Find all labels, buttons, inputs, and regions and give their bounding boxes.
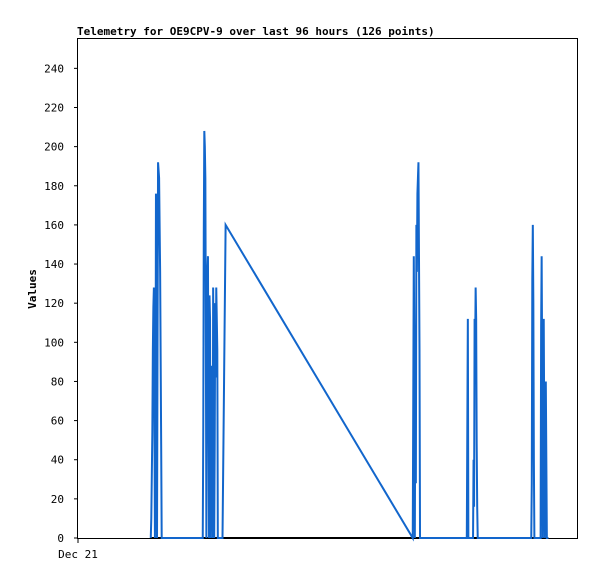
y-tick-label: 80 <box>51 375 64 388</box>
y-tick-label: 160 <box>44 219 64 232</box>
x-tick-label: Dec 21 <box>58 548 98 561</box>
y-tick-label: 180 <box>44 180 64 193</box>
series-layer <box>149 130 549 542</box>
y-tick-label: 240 <box>44 62 64 75</box>
y-tick-label: 40 <box>51 454 64 467</box>
y-tick-label: 60 <box>51 415 64 428</box>
y-tick-label: 20 <box>51 493 64 506</box>
y-tick-label: 220 <box>44 101 64 114</box>
series-line <box>149 130 549 542</box>
x-axis-ticks: Dec 21 <box>58 538 98 561</box>
y-axis-label: Values <box>26 269 39 309</box>
chart-title: Telemetry for OE9CPV-9 over last 96 hour… <box>77 25 435 38</box>
y-tick-label: 140 <box>44 258 64 271</box>
y-axis-ticks: 0 20 40 60 80 100 120 140 160 180 200 220 240 <box>44 62 78 545</box>
y-tick-label: 200 <box>44 141 64 154</box>
y-tick-label: 0 <box>57 532 64 545</box>
y-tick-label: 100 <box>44 336 64 349</box>
y-tick-label: 120 <box>44 297 64 310</box>
